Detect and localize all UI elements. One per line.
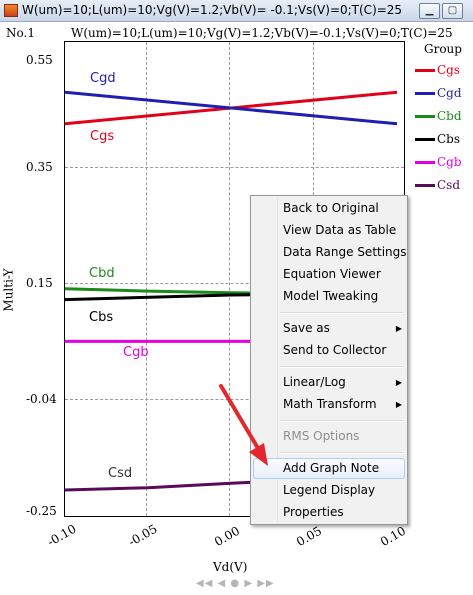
context-menu: Back to Original View Data as Table Data… [250, 195, 408, 525]
menu-item-math-transform[interactable]: Math Transform ▶ [253, 394, 405, 415]
menu-item-label: Equation Viewer [283, 267, 381, 281]
legend-label-csd[interactable]: Csd [437, 178, 461, 192]
y-tick-label: -0.04 [26, 392, 57, 406]
legend-swatch-csd [415, 184, 435, 187]
curve-label-cgb: Cgb [123, 345, 149, 360]
menu-item-linear-log[interactable]: Linear/Log ▶ [253, 372, 405, 393]
menu-item-label: Properties [283, 505, 344, 519]
window-titlebar: W(um)=10;L(um)=10;Vg(V)=1.2;Vb(V)= -0.1;… [0, 0, 473, 22]
menu-item-label: Send to Collector [283, 343, 387, 357]
graph-pager[interactable]: ◀◀ ◀ ● ▶ ▶▶ [196, 578, 275, 589]
minimize-button[interactable]: ▁ [419, 3, 440, 19]
series-line-cgd [64, 90, 398, 126]
legend-title: Group [424, 42, 462, 56]
curve-label-cbs: Cbs [89, 310, 114, 325]
grid-line-horizontal [65, 283, 404, 284]
menu-item-label: Math Transform [283, 397, 377, 411]
series-line-cbs [64, 293, 281, 302]
menu-item-rms-options: RMS Options [253, 426, 405, 447]
menu-item-properties[interactable]: Properties [253, 502, 405, 523]
legend-label-cbs[interactable]: Cbs [437, 132, 461, 146]
menu-item-label: RMS Options [283, 429, 360, 443]
curve-label-csd: Csd [108, 466, 133, 481]
menu-item-view-data-as-table[interactable]: View Data as Table [253, 220, 405, 241]
submenu-arrow-icon: ▶ [395, 378, 402, 387]
submenu-arrow-icon: ▶ [395, 400, 402, 409]
menu-separator [280, 452, 403, 454]
menu-item-back-to-original[interactable]: Back to Original [253, 198, 405, 219]
grid-line-horizontal [65, 167, 404, 168]
menu-item-label: View Data as Table [283, 223, 397, 237]
y-tick-label: 0.55 [26, 53, 53, 67]
legend-swatch-cgb [415, 161, 435, 164]
menu-item-label: Save as [283, 321, 330, 335]
menu-item-label: Model Tweaking [283, 289, 379, 303]
series-line-csd [64, 479, 281, 492]
legend-label-cgd[interactable]: Cgd [437, 86, 462, 100]
graph-title: W(um)=10;L(um)=10;Vg(V)=1.2;Vb(V)=-0.1;V… [71, 26, 453, 40]
menu-item-label: Data Range Settings [283, 245, 407, 259]
maximize-button[interactable]: ▢ [442, 3, 463, 19]
menu-item-label: Legend Display [283, 483, 376, 497]
window-title: W(um)=10;L(um)=10;Vg(V)=1.2;Vb(V)= -0.1;… [22, 3, 403, 17]
legend-swatch-cbs [415, 138, 435, 141]
curve-label-cbd: Cbd [89, 266, 115, 281]
menu-item-add-graph-note[interactable]: Add Graph Note [253, 458, 405, 479]
curve-label-cgd: Cgd [90, 71, 116, 86]
menu-item-data-range-settings[interactable]: Data Range Settings [253, 242, 407, 263]
legend-swatch-cgd [415, 92, 435, 95]
grid-line-vertical [146, 42, 147, 516]
menu-separator [280, 312, 403, 314]
legend-swatch-cbd [415, 115, 435, 118]
menu-item-label: Linear/Log [283, 375, 346, 389]
series-line-cbd [64, 287, 281, 295]
legend-label-cbd[interactable]: Cbd [437, 109, 462, 123]
submenu-arrow-icon: ▶ [395, 324, 402, 333]
y-tick-label: 0.35 [26, 160, 53, 174]
grid-line-vertical [229, 42, 230, 516]
legend-label-cgs[interactable]: Cgs [437, 63, 461, 77]
graph-number: No.1 [6, 26, 35, 40]
legend-label-cgb[interactable]: Cgb [437, 155, 462, 169]
curve-label-cgs: Cgs [90, 129, 115, 144]
menu-item-send-to-collector[interactable]: Send to Collector [253, 340, 405, 361]
app-icon [4, 4, 18, 17]
legend-swatch-cgs [415, 69, 435, 72]
menu-item-equation-viewer[interactable]: Equation Viewer [253, 264, 405, 285]
menu-item-label: Add Graph Note [283, 461, 380, 475]
menu-item-save-as[interactable]: Save as ▶ [253, 318, 405, 339]
x-axis-label: Vd(V) [213, 560, 248, 574]
y-tick-label: 0.15 [26, 276, 53, 290]
menu-separator [280, 420, 403, 422]
menu-item-label: Back to Original [283, 201, 379, 215]
y-tick-label: -0.25 [26, 504, 57, 518]
menu-item-legend-display[interactable]: Legend Display [253, 480, 405, 501]
menu-item-model-tweaking[interactable]: Model Tweaking [253, 286, 405, 307]
menu-separator [280, 366, 403, 368]
